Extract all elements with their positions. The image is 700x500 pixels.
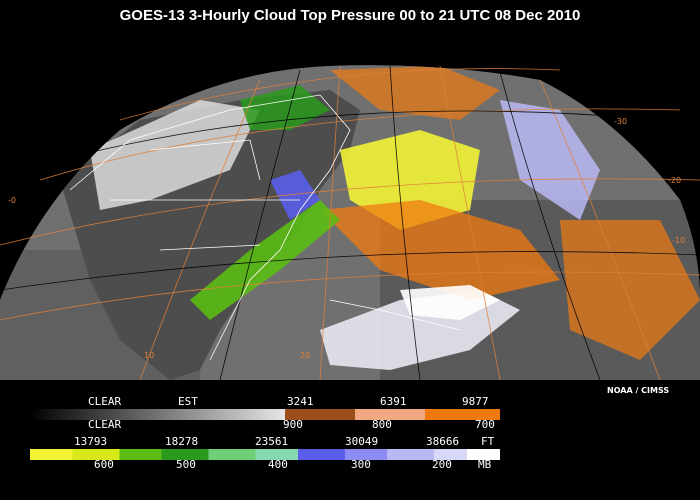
cloud-high-west bbox=[90, 100, 260, 210]
legend-label-38666: 38666 bbox=[426, 435, 460, 448]
legend-label-600: 600 bbox=[94, 458, 114, 471]
legend-label-500: 500 bbox=[176, 458, 196, 471]
legend-bar-low-2 bbox=[355, 409, 425, 420]
cloud-green-north bbox=[240, 85, 330, 130]
grid-label: 20 bbox=[300, 351, 310, 360]
cloud-frontal-band bbox=[190, 200, 340, 320]
graticule bbox=[0, 65, 700, 380]
legend-label-700: 700 bbox=[475, 418, 495, 431]
legend-bar-low-3 bbox=[425, 409, 500, 420]
legend-label-ft: FT bbox=[481, 435, 495, 448]
legend-label-6391: 6391 bbox=[380, 395, 407, 408]
cloud-orange-atlantic bbox=[320, 200, 560, 300]
legend-label-clear-2: CLEAR bbox=[88, 418, 122, 431]
legend-label-mb: MB bbox=[478, 458, 492, 471]
grid-label: -30 bbox=[614, 117, 627, 126]
cloud-high-east bbox=[500, 100, 600, 220]
legend-bar-low-1 bbox=[285, 409, 355, 420]
legend-label-800: 800 bbox=[372, 418, 392, 431]
cloud-orange-east bbox=[560, 220, 700, 360]
page-title: GOES-13 3-Hourly Cloud Top Pressure 00 t… bbox=[119, 7, 581, 24]
cloud-top-pressure-map: -30 -20 -10 -0 10 20 bbox=[0, 65, 700, 380]
legend-label-400: 400 bbox=[268, 458, 288, 471]
legend-bar-clear bbox=[30, 409, 285, 420]
political-borders bbox=[69, 94, 461, 361]
legend-label-23561: 23561 bbox=[255, 435, 289, 448]
graticule-black bbox=[0, 65, 700, 380]
legend-label-300: 300 bbox=[351, 458, 371, 471]
legend-label-900: 900 bbox=[283, 418, 303, 431]
cloud-blue-band bbox=[270, 170, 320, 220]
legend-label-13793: 13793 bbox=[74, 435, 108, 448]
legend-label-18278: 18278 bbox=[165, 435, 199, 448]
grid-label: 10 bbox=[144, 351, 154, 360]
cloud-white-south bbox=[400, 285, 500, 320]
legend-label-est: EST bbox=[178, 395, 198, 408]
color-legend: CLEAR EST 3241 6391 9877 CLEAR 900 800 7… bbox=[0, 380, 700, 500]
legend-label-30049: 30049 bbox=[345, 435, 379, 448]
grid-label: -20 bbox=[668, 176, 681, 185]
legend-label-3241: 3241 bbox=[287, 395, 314, 408]
legend-label-9877: 9877 bbox=[462, 395, 489, 408]
grid-label: -10 bbox=[672, 236, 685, 245]
grid-label: -0 bbox=[8, 196, 16, 205]
cloud-orange-north bbox=[330, 66, 500, 120]
legend-bar-mid bbox=[30, 449, 500, 460]
legend-label-clear: CLEAR bbox=[88, 395, 122, 408]
credit-label: NOAA / CIMSS bbox=[607, 386, 670, 395]
legend-label-200: 200 bbox=[432, 458, 452, 471]
